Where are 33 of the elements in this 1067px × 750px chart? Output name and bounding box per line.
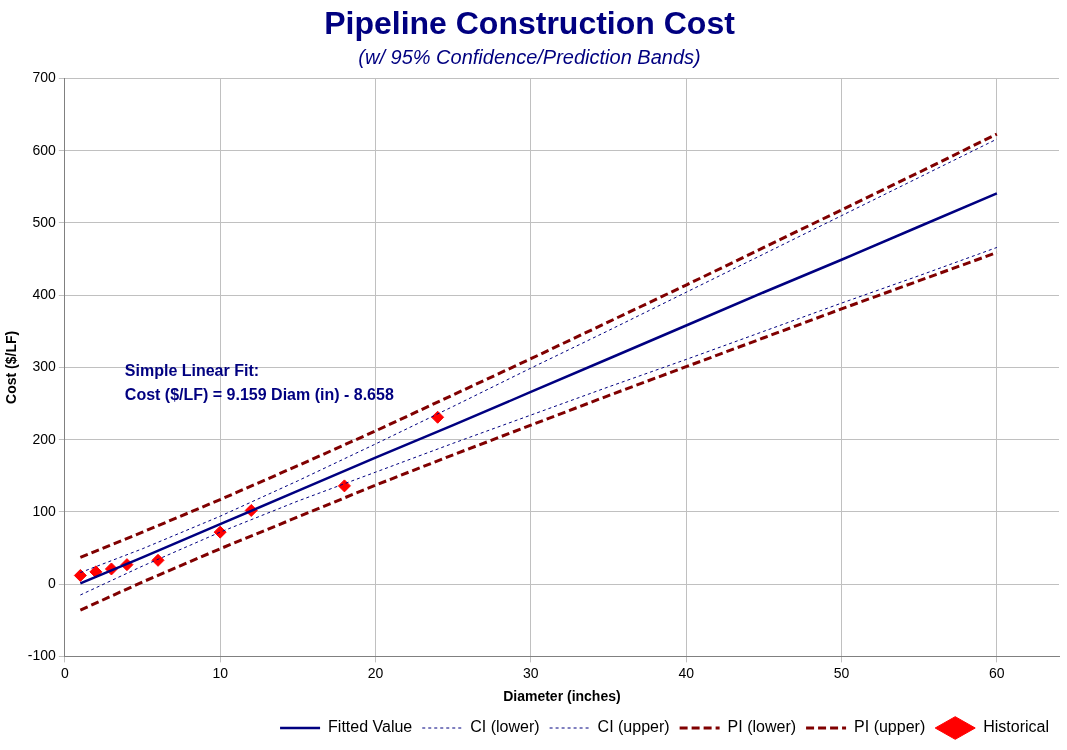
legend-label: CI (lower) bbox=[470, 718, 540, 736]
legend-label: PI (lower) bbox=[727, 718, 797, 736]
x-tick-label: 0 bbox=[60, 664, 69, 681]
y-tick-label: -100 bbox=[27, 647, 57, 664]
legend-label: Fitted Value bbox=[328, 718, 413, 736]
chart-title: Pipeline Construction Cost bbox=[324, 5, 736, 42]
y-tick-label: 700 bbox=[32, 69, 57, 86]
y-tick-label: 0 bbox=[48, 575, 57, 592]
y-axis-title: Cost ($/LF) bbox=[3, 330, 20, 404]
point bbox=[73, 568, 87, 582]
point bbox=[213, 525, 227, 539]
y-tick-label: 300 bbox=[32, 358, 57, 375]
y-tick-label: 400 bbox=[32, 286, 57, 303]
legend-label: PI (upper) bbox=[854, 718, 926, 736]
x-tick-label: 40 bbox=[678, 664, 695, 681]
point bbox=[337, 479, 351, 493]
legend-label: CI (upper) bbox=[597, 718, 670, 736]
x-tick-label: 60 bbox=[989, 664, 1005, 681]
y-tick-label: 200 bbox=[32, 430, 57, 447]
y-tick-label: 100 bbox=[32, 502, 57, 519]
point bbox=[431, 410, 445, 424]
annotation: Simple Linear Fit: bbox=[124, 361, 260, 379]
x-tick-label: 50 bbox=[833, 664, 850, 681]
x-tick-label: 30 bbox=[523, 664, 539, 681]
chart-subtitle: (w/ 95% Confidence/Prediction Bands) bbox=[358, 45, 701, 68]
y-tick-label: 600 bbox=[32, 141, 57, 158]
x-tick-label: 10 bbox=[212, 664, 229, 681]
annotation: Cost ($/LF) = 9.159 Diam (in) - 8.658 bbox=[124, 385, 394, 403]
y-tick-label: 500 bbox=[32, 213, 57, 230]
x-tick-label: 20 bbox=[367, 664, 384, 681]
legend-label: Historical bbox=[983, 718, 1050, 736]
x-axis-title: Diameter (inches) bbox=[503, 688, 621, 705]
point bbox=[151, 553, 165, 567]
